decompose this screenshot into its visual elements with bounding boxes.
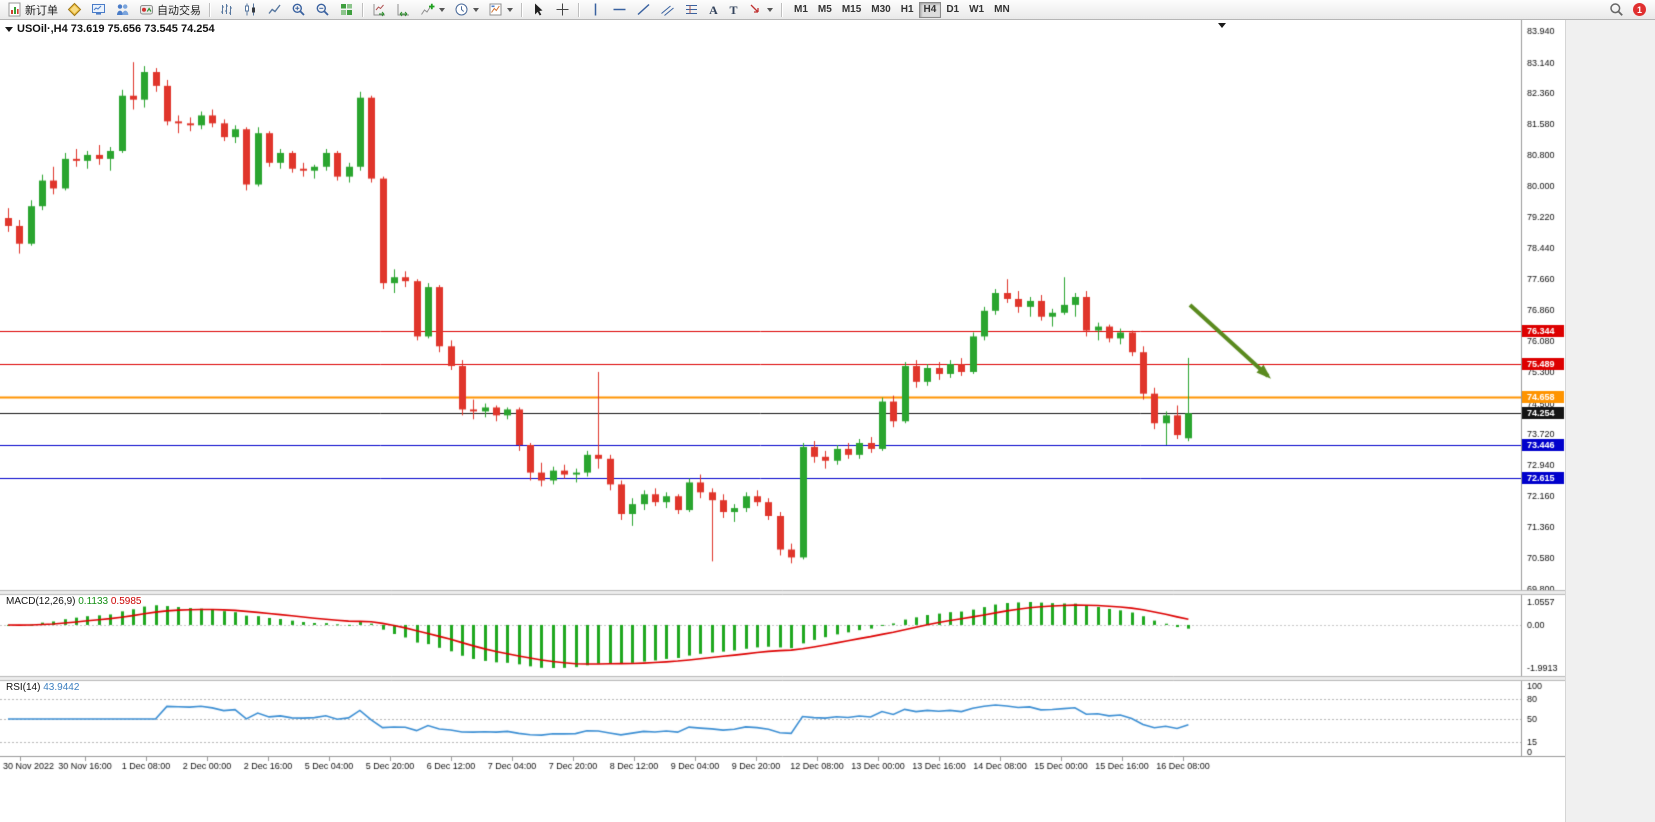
cursor-icon [531, 2, 546, 17]
indicators-add-icon [420, 2, 435, 17]
horizontal-line-button[interactable] [608, 1, 631, 18]
trendline-button[interactable] [632, 1, 655, 18]
dropdown-caret-icon [439, 7, 445, 12]
horizontal-line-icon [612, 2, 627, 17]
chart-shift-icon [396, 2, 411, 17]
timeframe-m1-button[interactable]: M1 [789, 2, 813, 18]
symbol-ohlc-line: USOil·,H4 73.619 75.656 73.545 74.254 [17, 23, 215, 35]
market-watch-icon [91, 2, 106, 17]
chart-canvas[interactable] [0, 20, 1565, 822]
mql-community-button[interactable] [63, 1, 86, 18]
toolbar-separator [578, 2, 580, 17]
auto-scroll-button[interactable] [368, 1, 391, 18]
ohlc-low: 73.545 [144, 23, 178, 35]
cursor-button[interactable] [527, 1, 550, 18]
periods-button[interactable] [450, 1, 483, 18]
autotrading-label: 自动交易 [157, 4, 201, 17]
symbol-dropdown-icon[interactable] [5, 27, 13, 32]
timeframe-d1-button[interactable]: D1 [941, 2, 964, 18]
tile-windows-button[interactable] [335, 1, 358, 18]
ohlc-open: 73.619 [70, 23, 105, 35]
template-icon [488, 2, 503, 17]
new-order-label: 新订单 [25, 4, 58, 17]
fibonacci-button[interactable] [680, 1, 703, 18]
rsi-name: RSI(14) [6, 682, 41, 693]
trendline-icon [636, 2, 651, 17]
macd-value-signal: 0.5985 [110, 596, 142, 607]
timeframe-group: M1 M5 M15 M30 H1 H4 D1 W1 MN [789, 1, 1015, 18]
chart-line-button[interactable] [263, 1, 286, 18]
line-chart-icon [267, 2, 282, 17]
dropdown-caret-icon [767, 7, 773, 12]
autotrading-button[interactable]: 自动交易 [135, 1, 205, 18]
toolbar-separator [209, 2, 211, 17]
chart-candles-button[interactable] [239, 1, 262, 18]
toolbar-separator [781, 2, 783, 17]
community-button[interactable] [111, 1, 134, 18]
crosshair-button[interactable] [551, 1, 574, 18]
zoom-in-button[interactable] [287, 1, 310, 18]
text-label-button[interactable]: T [724, 1, 743, 18]
rsi-indicator-label: RSI(14) 43.9442 [6, 682, 79, 693]
bar-chart-icon [219, 2, 234, 17]
search-icon [1609, 2, 1624, 17]
timeframe-mn-button[interactable]: MN [989, 2, 1015, 18]
symbol-timeframe: USOil·,H4 [17, 23, 68, 35]
fibonacci-icon [684, 2, 699, 17]
candlestick-chart-icon [243, 2, 258, 17]
toolbar-separator [362, 2, 364, 17]
macd-value-histogram: 0.1133 [78, 596, 109, 607]
gold-diamond-icon [67, 2, 82, 17]
zoom-out-button[interactable] [311, 1, 334, 18]
ohlc-close: 74.254 [180, 23, 215, 35]
tile-windows-icon [339, 2, 354, 17]
people-icon [115, 2, 130, 17]
dropdown-caret-icon [473, 7, 479, 12]
timeframe-h4-button[interactable]: H4 [918, 1, 942, 18]
chart-shift-button[interactable] [392, 1, 415, 18]
chart-bars-button[interactable] [215, 1, 238, 18]
arrows-button[interactable] [744, 1, 777, 18]
crosshair-icon [555, 2, 570, 17]
macd-name: MACD(12,26,9) [6, 596, 76, 607]
rsi-value: 43.9442 [43, 682, 80, 693]
auto-scroll-icon [372, 2, 387, 17]
right-empty-panel [1565, 20, 1655, 822]
timeframe-h1-button[interactable]: H1 [896, 2, 919, 18]
macd-indicator-label: MACD(12,26,9) 0.1133 0.5985 [6, 596, 141, 607]
notification-count: 1 [1636, 4, 1642, 15]
market-watch-button[interactable] [87, 1, 110, 18]
text-tool-letter: A [709, 2, 718, 17]
equidistant-channel-icon [660, 2, 675, 17]
dropdown-caret-icon [507, 7, 513, 12]
timeframe-m15-button[interactable]: M15 [837, 2, 866, 18]
clock-icon [454, 2, 469, 17]
text-label-letter: T [729, 2, 738, 17]
chart-window: USOil·,H4 73.619 75.656 73.545 74.254 MA… [0, 20, 1655, 822]
zoom-out-icon [315, 2, 330, 17]
timeframe-m5-button[interactable]: M5 [813, 2, 837, 18]
search-button[interactable] [1605, 1, 1628, 18]
templates-button[interactable] [484, 1, 517, 18]
channel-button[interactable] [656, 1, 679, 18]
autotrade-icon [139, 2, 154, 17]
ohlc-high: 75.656 [107, 23, 142, 35]
zoom-in-icon [291, 2, 306, 17]
text-button[interactable]: A [704, 1, 723, 18]
chart-shift-marker-icon[interactable] [1218, 23, 1226, 28]
indicators-button[interactable] [416, 1, 449, 18]
new-order-button[interactable]: 新订单 [3, 1, 62, 18]
timeframe-m30-button[interactable]: M30 [866, 2, 895, 18]
vertical-line-icon [588, 2, 603, 17]
toolbar-separator [521, 2, 523, 17]
arrow-tool-icon [748, 2, 763, 17]
timeframe-w1-button[interactable]: W1 [964, 2, 989, 18]
vertical-line-button[interactable] [584, 1, 607, 18]
notifications-badge[interactable]: 1 [1633, 3, 1646, 16]
new-order-icon [7, 2, 22, 17]
main-toolbar: 新订单 自动交易 [0, 0, 1655, 20]
